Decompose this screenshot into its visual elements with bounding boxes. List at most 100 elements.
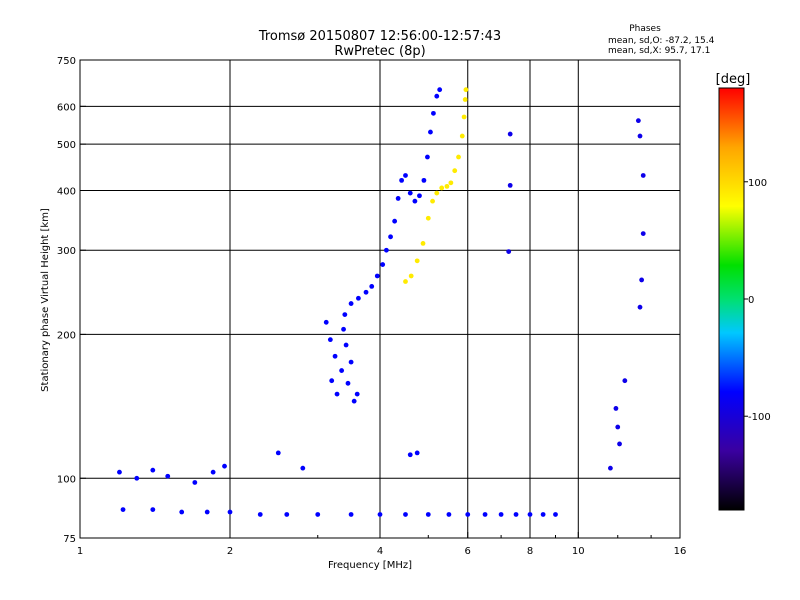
data-point [327, 337, 333, 343]
data-point [341, 326, 346, 332]
data-point [179, 509, 185, 515]
data-point [374, 273, 380, 279]
x-tick-label: 6 [465, 546, 471, 557]
data-point [388, 234, 393, 240]
data-points [117, 87, 646, 517]
y-tick-label: 300 [57, 246, 76, 257]
data-point [204, 509, 210, 515]
data-point [380, 262, 386, 267]
data-point [608, 465, 613, 471]
data-point [315, 512, 321, 517]
data-point [444, 183, 450, 189]
data-point [275, 450, 281, 456]
y-axis: 75 100 200 300 400 500 600 750 [57, 56, 86, 545]
data-point [284, 512, 290, 517]
y-tick-label: 75 [63, 534, 76, 545]
chart-subtitle: RwPretec (8p) [334, 44, 425, 59]
data-point [332, 353, 338, 359]
data-point [425, 215, 431, 221]
data-point [399, 177, 405, 183]
y-axis-label: Stationary phase Virtual Height [km] [40, 208, 51, 392]
y-tick-label: 500 [57, 140, 76, 151]
colorbar-tick-label: -100 [748, 412, 771, 423]
data-point [403, 279, 408, 284]
data-point [461, 114, 467, 120]
data-point [192, 480, 198, 485]
data-point [462, 97, 468, 102]
data-point [637, 304, 643, 310]
data-point [343, 342, 349, 348]
y-tick-label: 750 [57, 56, 76, 67]
data-point [339, 368, 345, 373]
data-point [414, 258, 420, 264]
colorbar-tick-label: 0 [748, 295, 754, 306]
data-point [420, 241, 426, 246]
y-tick-label: 100 [57, 474, 76, 485]
data-point [120, 507, 126, 512]
x-tick-label: 2 [227, 546, 233, 557]
data-point [363, 289, 369, 295]
data-point [430, 198, 435, 204]
data-point [507, 131, 513, 137]
data-point [507, 182, 513, 188]
data-point [639, 277, 645, 283]
data-point [150, 467, 156, 473]
data-point [456, 154, 461, 160]
data-point [437, 87, 443, 93]
legend-line-o: mean, sd,O: -87.2, 15.4 [608, 36, 715, 46]
data-point [412, 198, 418, 204]
data-point [345, 380, 351, 386]
chart-title: Tromsø 20150807 12:56:00-12:57:43 [258, 29, 501, 44]
data-point [407, 452, 413, 458]
data-point [637, 133, 643, 139]
data-point [540, 512, 546, 517]
data-point [134, 475, 140, 481]
colorbar [718, 87, 745, 511]
colorbar-label: [deg] [716, 72, 751, 87]
data-point [150, 507, 156, 512]
data-point [640, 231, 646, 236]
data-point [395, 196, 401, 201]
y-tick-label: 600 [57, 102, 76, 113]
data-point [329, 378, 335, 384]
data-point [403, 512, 408, 517]
data-point [635, 118, 641, 124]
data-point [553, 512, 558, 517]
data-point [227, 509, 233, 515]
data-point [348, 359, 354, 365]
x-axis-label: Frequency [MHz] [328, 560, 412, 571]
data-point [210, 469, 216, 475]
data-point [463, 87, 469, 93]
data-point [527, 512, 533, 517]
data-point [428, 129, 433, 135]
x-tick-label: 8 [527, 546, 533, 557]
legend-title: Phases [629, 24, 661, 34]
x-axis: 1 2 4 6 8 10 16 [77, 532, 686, 557]
data-point [439, 185, 445, 191]
data-point [354, 391, 360, 397]
data-point [421, 177, 427, 183]
data-point [369, 284, 375, 289]
data-point [377, 512, 383, 517]
data-point [348, 301, 354, 306]
data-point [617, 441, 622, 447]
data-point [355, 295, 361, 301]
data-point [482, 512, 488, 517]
data-point [300, 465, 306, 471]
data-point [222, 463, 227, 469]
data-point [459, 133, 465, 139]
data-point [431, 110, 436, 116]
data-point [446, 512, 452, 517]
data-point [323, 319, 329, 325]
data-point [452, 168, 458, 174]
data-point [392, 218, 398, 224]
y-tick-label: 200 [57, 330, 76, 341]
data-point [434, 190, 440, 196]
data-point [465, 512, 471, 517]
data-point [351, 398, 357, 404]
data-point [342, 312, 348, 318]
x-tick-label: 1 [77, 546, 83, 557]
data-point [615, 424, 621, 430]
data-point [383, 247, 389, 253]
